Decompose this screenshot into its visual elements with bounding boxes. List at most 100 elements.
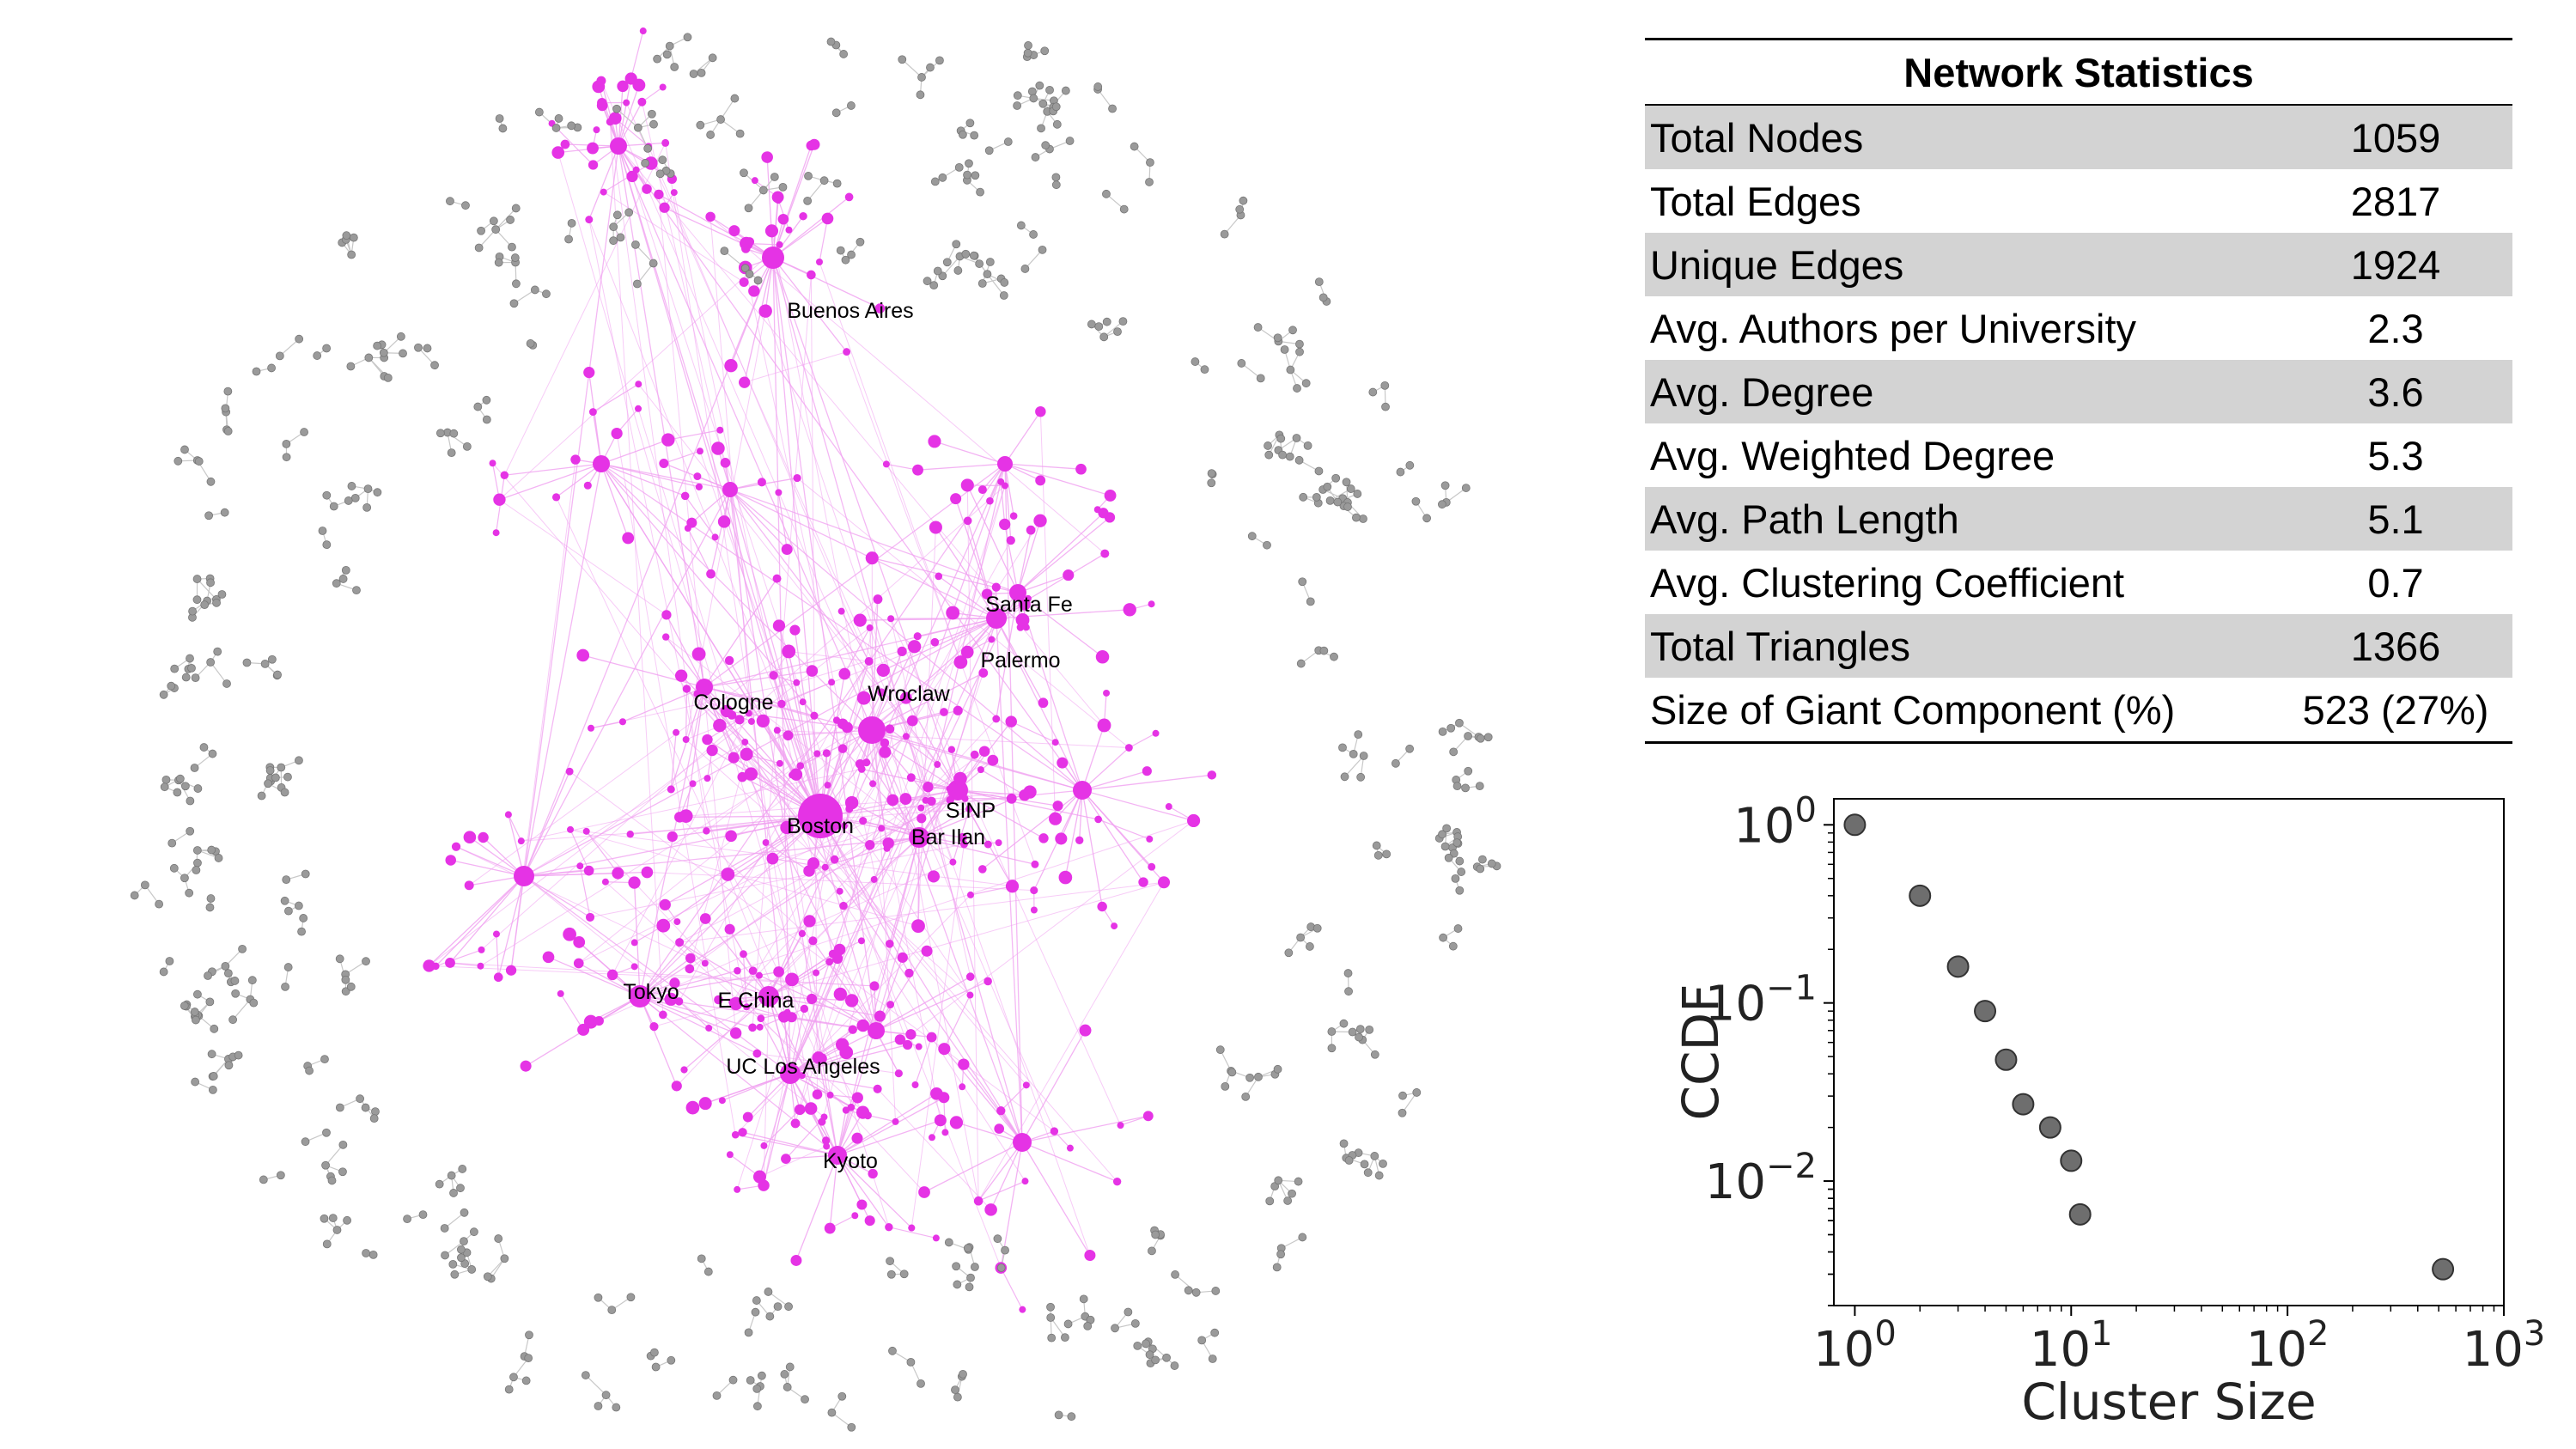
network-edge	[795, 646, 916, 1124]
component-node	[474, 243, 484, 253]
giant-component-node	[1073, 781, 1092, 800]
network-edge	[810, 274, 818, 1095]
giant-component-node	[747, 717, 755, 725]
data-point	[2432, 1257, 2455, 1281]
component-node	[1356, 772, 1366, 782]
component-node	[983, 270, 992, 279]
giant-component-node	[839, 901, 848, 910]
component-node	[1247, 532, 1257, 541]
network-edge	[609, 121, 707, 831]
component-node	[194, 457, 204, 466]
giant-component-node	[743, 1003, 751, 1011]
component-node	[951, 1385, 959, 1395]
network-edge	[980, 769, 1026, 796]
component-node	[697, 1254, 706, 1263]
network-edge	[614, 118, 649, 147]
network-edge	[763, 995, 770, 1186]
component-node	[917, 73, 926, 82]
network-edge	[707, 739, 821, 817]
network-edge	[709, 216, 1105, 554]
giant-component-node	[941, 1129, 949, 1136]
giant-component-node	[1006, 793, 1017, 804]
network-edge	[977, 881, 1165, 1202]
giant-component-node	[597, 97, 607, 108]
hub-label: Kyoto	[823, 1149, 878, 1173]
component-node	[917, 1379, 925, 1388]
giant-component-node	[695, 483, 703, 491]
giant-component-node	[583, 1014, 598, 1029]
component-node	[508, 242, 516, 252]
component-node	[1003, 137, 1013, 146]
component-node	[230, 977, 240, 985]
network-edge	[508, 814, 525, 877]
component-node	[1273, 1064, 1282, 1074]
component-node	[276, 1171, 285, 1180]
network-edge	[956, 1122, 1023, 1143]
component-node	[1323, 482, 1332, 491]
giant-component-node	[825, 958, 834, 966]
component-node	[1191, 357, 1200, 366]
component-node	[831, 108, 841, 118]
giant-component-node	[734, 966, 741, 975]
network-edge	[588, 372, 602, 465]
component-node	[1083, 1321, 1093, 1330]
component-node	[273, 670, 282, 679]
component-node	[1207, 478, 1216, 488]
component-node	[280, 896, 289, 905]
y-tick-label: 100	[1733, 790, 1817, 854]
component-node	[1038, 245, 1047, 254]
giant-component-node	[656, 918, 671, 933]
network-edge	[846, 351, 1036, 865]
component-node	[1130, 1318, 1140, 1328]
component-node	[1197, 1336, 1207, 1345]
component-node	[191, 1077, 200, 1087]
giant-component-node	[1019, 1306, 1026, 1313]
component-node	[221, 961, 230, 971]
component-node	[1102, 189, 1111, 198]
network-edge	[869, 627, 1091, 1256]
network-edge	[600, 463, 1083, 791]
network-edge	[737, 819, 1194, 971]
network-edge	[731, 715, 821, 817]
network-edge	[1010, 721, 1056, 743]
component-node	[667, 1355, 676, 1365]
giant-component-node	[693, 472, 702, 481]
network-edge	[776, 729, 1130, 749]
network-edge	[455, 846, 691, 959]
giant-component-node	[984, 840, 992, 849]
component-node	[1054, 1410, 1063, 1420]
component-node	[773, 1302, 783, 1312]
network-edge	[497, 875, 525, 977]
giant-component-node	[745, 709, 752, 717]
component-node	[1211, 1287, 1221, 1295]
network-edge	[877, 1088, 991, 1210]
giant-component-node	[661, 138, 670, 147]
component-node	[332, 579, 341, 588]
giant-component-node	[664, 992, 678, 1006]
network-edge	[639, 995, 736, 1034]
component-node	[458, 1165, 467, 1173]
stat-value: 1924	[2279, 233, 2512, 296]
network-edge	[197, 578, 217, 600]
network-edge	[557, 152, 823, 1059]
giant-component-node	[596, 76, 606, 86]
giant-component-node	[702, 734, 713, 746]
network-edge	[1081, 770, 1148, 791]
giant-component-node	[1146, 835, 1154, 843]
component-node	[1041, 141, 1050, 150]
giant-component-node	[1035, 475, 1046, 486]
component-node	[210, 1024, 219, 1033]
giant-component-node	[857, 764, 866, 773]
component-node	[1439, 933, 1448, 942]
y-axis-label: CCDF	[1672, 983, 1730, 1120]
component-node	[1061, 1333, 1069, 1342]
giant-component-node	[799, 698, 807, 706]
component-node	[1312, 923, 1322, 933]
giant-component-node	[594, 1016, 604, 1026]
giant-component-node	[977, 485, 987, 495]
table-row: Avg. Weighted Degree 5.3	[1645, 423, 2512, 487]
component-node	[1046, 1302, 1055, 1312]
giant-component-node	[635, 381, 642, 388]
component-node	[658, 155, 667, 165]
component-node	[430, 361, 439, 370]
